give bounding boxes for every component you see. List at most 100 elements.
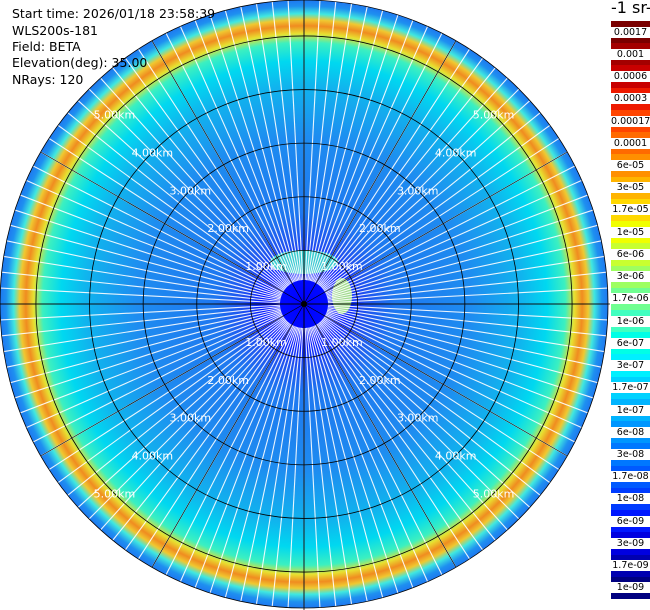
- ray-gap: [307, 327, 353, 605]
- ray-gap: [14, 209, 282, 298]
- ray-gap: [321, 319, 531, 508]
- ray-gap: [317, 57, 484, 285]
- ray-gap: [327, 308, 602, 368]
- range-ring-label: 5.00km: [94, 488, 136, 501]
- ray-gap: [314, 325, 443, 576]
- ray-gap: [310, 326, 399, 594]
- ray-gap: [287, 327, 304, 608]
- ray-gap: [77, 319, 287, 508]
- ray-separators: [0, 0, 608, 608]
- ray-gap: [67, 112, 286, 290]
- ray-gap: [327, 271, 607, 303]
- ray-gap: [240, 6, 300, 281]
- ray-gap: [327, 240, 602, 300]
- ray-gap: [100, 321, 289, 531]
- ray-gap: [0, 304, 281, 321]
- ray-gap: [255, 3, 301, 281]
- colorbar-tick-label: 6e-08: [611, 426, 650, 438]
- colorbar-tick-label: 1.7e-06: [611, 293, 650, 305]
- ray-gap: [1, 305, 281, 337]
- ray-gap: [314, 32, 443, 283]
- ray-gap: [26, 179, 283, 295]
- ray-gap: [165, 32, 294, 283]
- nrays-label: NRays: 120: [12, 72, 84, 87]
- ray-gap: [326, 209, 594, 298]
- colorbar-tick-label: 0.0001: [611, 137, 650, 149]
- range-ring-label: 5.00km: [473, 488, 515, 501]
- ray-gap: [327, 287, 608, 304]
- azimuth-spoke: [151, 40, 305, 305]
- ray-gap: [165, 325, 294, 576]
- colorbar-tick-label: 1.7e-08: [611, 471, 650, 483]
- range-ring-label: 3.00km: [397, 184, 439, 197]
- colorbar-tick-label: 3e-09: [611, 537, 650, 549]
- colorbar-tick-label: 6e-05: [611, 160, 650, 171]
- ray-gap: [194, 326, 296, 589]
- range-ring-label: 3.00km: [169, 184, 211, 197]
- range-ring-labels: 1.00km 1.00km 1.00km 1.00km 2.00km 2.00km 2.00…: [94, 108, 515, 500]
- ray-gap: [323, 316, 560, 471]
- ray-gap: [325, 179, 582, 295]
- ray-gap: [327, 307, 605, 353]
- start-time-label: Start time: 2026/01/18 23:58:39: [12, 6, 216, 21]
- colorbar-tick-label: 6e-06: [611, 248, 650, 260]
- ray-gap: [209, 14, 298, 282]
- ray-gap: [322, 318, 541, 496]
- range-ring-label: 1.00km: [245, 260, 287, 273]
- range-ring-label: 1.00km: [321, 260, 363, 273]
- ray-gap: [124, 323, 291, 551]
- range-ring-label: 2.00km: [359, 374, 401, 387]
- ray-gap: [6, 240, 281, 300]
- ray-gap: [48, 316, 285, 471]
- ray-gap: [26, 313, 283, 429]
- range-ring-label: 3.00km: [397, 412, 439, 425]
- colorbar-tick-label: 1.7e-05: [611, 204, 650, 216]
- ray-gap: [325, 313, 582, 429]
- colorbar-tick-label: 0.001: [611, 48, 650, 60]
- ray-gap: [305, 327, 337, 607]
- ray-gap: [255, 327, 301, 605]
- colorbar-tick-label: 3e-07: [611, 360, 650, 372]
- colorbar-tick-label: 1e-07: [611, 404, 650, 416]
- ray-gap: [137, 48, 292, 285]
- azimuth-spoke: [303, 303, 568, 457]
- ray-gap: [14, 310, 282, 399]
- ray-gap: [327, 304, 608, 321]
- azimuth-spoke: [40, 151, 305, 305]
- ray-gap: [48, 137, 285, 292]
- ray-gap: [57, 317, 285, 484]
- ray-gap: [179, 325, 295, 582]
- ray-gap: [327, 309, 598, 384]
- ray-gap: [3, 307, 281, 353]
- range-ring-label: 4.00km: [132, 450, 174, 463]
- ray-gap: [10, 224, 281, 299]
- colorbar-tick-label: 1e-05: [611, 226, 650, 238]
- radar-center-marker: [301, 301, 307, 307]
- ray-gap: [308, 327, 368, 602]
- colorbar-tick-label: 6e-07: [611, 337, 650, 349]
- colorbar-tick-label: 1.7e-09: [611, 560, 650, 572]
- ray-gap: [100, 77, 289, 287]
- azimuth-spoke: [303, 303, 457, 568]
- ray-gap: [209, 326, 298, 594]
- colorbar-tick-label: 3e-05: [611, 182, 650, 194]
- ray-gap: [310, 14, 399, 282]
- ray-gap: [323, 137, 560, 292]
- ray-gap: [326, 310, 594, 399]
- ray-gap: [224, 10, 299, 281]
- ray-gap: [112, 67, 290, 286]
- ray-gap: [0, 287, 281, 304]
- ray-gap: [309, 10, 384, 281]
- instrument-label: WLS200s-181: [12, 23, 98, 38]
- colorbar-tick-label: 3e-08: [611, 449, 650, 460]
- ray-gap: [112, 322, 290, 541]
- ray-gap: [320, 320, 520, 520]
- range-ring-label: 3.00km: [169, 412, 211, 425]
- ray-gap: [3, 255, 281, 301]
- ray-gap: [19, 312, 282, 414]
- colorbar-tick-label: 1e-06: [611, 315, 650, 327]
- colorbar-tick-label: 1e-09: [611, 582, 650, 594]
- range-ring-label: 2.00km: [207, 374, 249, 387]
- range-ring-label: 1.00km: [321, 336, 363, 349]
- ray-gap: [317, 323, 484, 551]
